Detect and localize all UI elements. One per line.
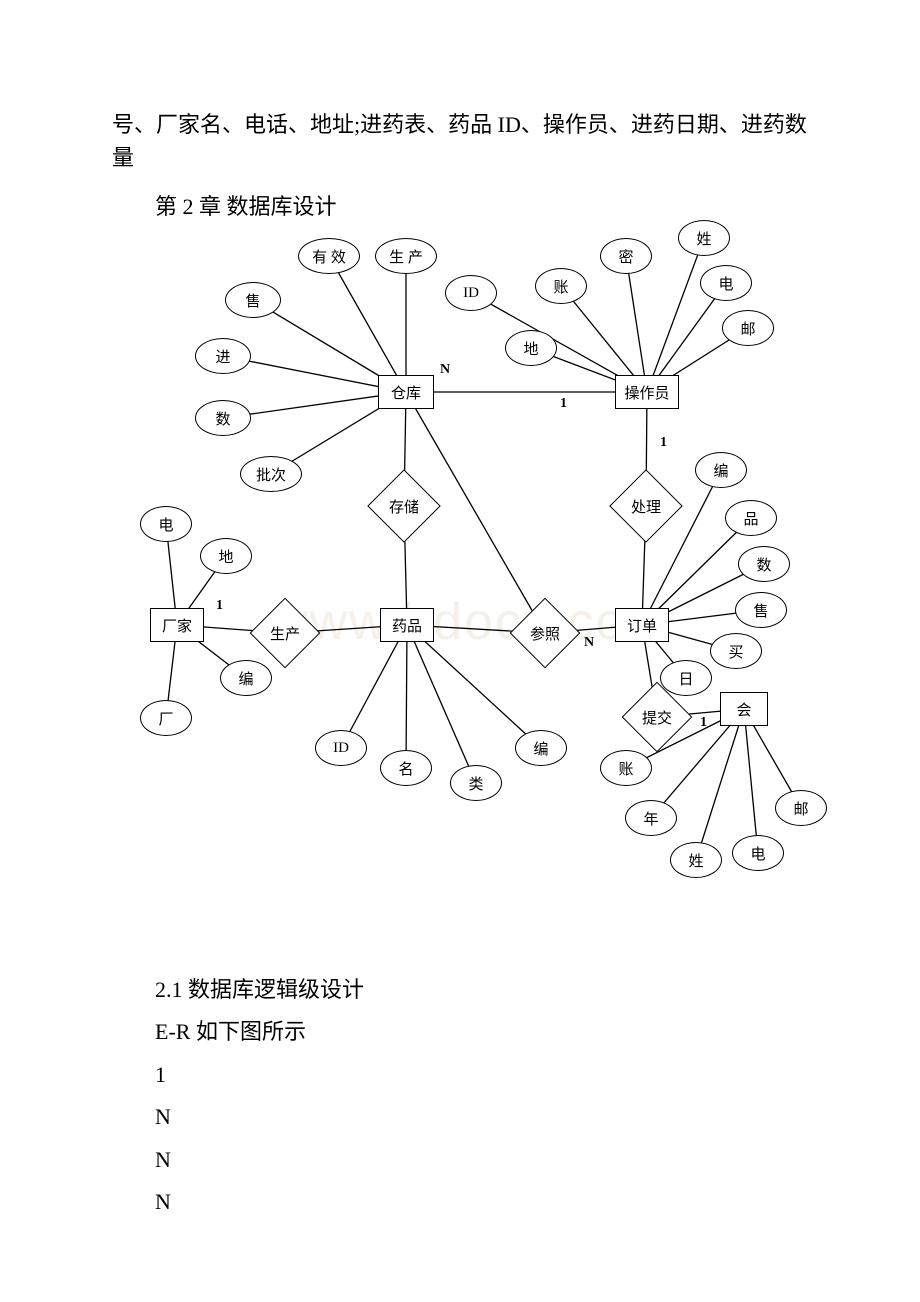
attribute-ellipse: 年 bbox=[625, 800, 677, 836]
attribute-ellipse: 地 bbox=[200, 538, 252, 574]
attribute-ellipse: 编 bbox=[515, 730, 567, 766]
cardinality-label: 1 bbox=[660, 435, 667, 451]
cardinality-label: 1 bbox=[216, 598, 223, 614]
relationship-diamond: 处理 bbox=[620, 480, 672, 532]
entity-rect: 订单 bbox=[615, 608, 669, 642]
attribute-ellipse: ID bbox=[445, 275, 497, 311]
attribute-ellipse: 名 bbox=[380, 750, 432, 786]
attribute-ellipse: 买 bbox=[710, 633, 762, 669]
relationship-diamond: 参照 bbox=[520, 608, 570, 658]
relationship-diamond: 提交 bbox=[632, 692, 682, 742]
cardinality-label: 1 bbox=[560, 396, 567, 412]
er-caption: E-R 如下图所示 bbox=[155, 1015, 306, 1048]
relationship-diamond: 存储 bbox=[378, 480, 430, 532]
attribute-ellipse: 邮 bbox=[775, 790, 827, 826]
attribute-ellipse: 邮 bbox=[722, 310, 774, 346]
attribute-ellipse: 厂 bbox=[140, 700, 192, 736]
attribute-ellipse: 账 bbox=[535, 268, 587, 304]
attribute-ellipse: 有 效 bbox=[298, 238, 360, 274]
attribute-ellipse: 类 bbox=[450, 765, 502, 801]
cardinality-label: N bbox=[440, 362, 450, 378]
attribute-ellipse: 电 bbox=[732, 835, 784, 871]
attribute-ellipse: 地 bbox=[505, 330, 557, 366]
attribute-ellipse: 日 bbox=[660, 660, 712, 696]
attribute-ellipse: 编 bbox=[695, 452, 747, 488]
attribute-ellipse: 电 bbox=[140, 506, 192, 542]
chapter-title: 第 2 章 数据库设计 bbox=[155, 190, 337, 223]
cardinality-label: 1 bbox=[700, 715, 707, 731]
cardinality-label: N bbox=[584, 635, 594, 651]
section-title: 2.1 数据库逻辑级设计 bbox=[155, 973, 364, 1006]
document-page: 号、厂家名、电话、地址;进药表、药品 ID、操作员、进药日期、进药数量 第 2 … bbox=[0, 0, 920, 1302]
list-line-2: N bbox=[155, 1100, 171, 1133]
list-line-1: 1 bbox=[155, 1058, 166, 1091]
relationship-diamond: 生产 bbox=[260, 608, 310, 658]
attribute-ellipse: 账 bbox=[600, 750, 652, 786]
attribute-ellipse: 姓 bbox=[670, 842, 722, 878]
attribute-ellipse: 数 bbox=[738, 546, 790, 582]
attribute-ellipse: 密 bbox=[600, 238, 652, 274]
attribute-ellipse: 编 bbox=[220, 660, 272, 696]
entity-rect: 会 bbox=[720, 692, 768, 726]
entity-rect: 操作员 bbox=[615, 375, 679, 409]
attribute-ellipse: 批次 bbox=[240, 456, 302, 492]
list-line-3: N bbox=[155, 1143, 171, 1176]
attribute-ellipse: 数 bbox=[195, 400, 251, 436]
entity-rect: 厂家 bbox=[150, 608, 204, 642]
attribute-ellipse: ID bbox=[315, 730, 367, 766]
list-line-4: N bbox=[155, 1185, 171, 1218]
attribute-ellipse: 电 bbox=[700, 265, 752, 301]
attribute-ellipse: 进 bbox=[195, 338, 251, 374]
intro-paragraph: 号、厂家名、电话、地址;进药表、药品 ID、操作员、进药日期、进药数量 bbox=[112, 108, 812, 174]
attribute-ellipse: 姓 bbox=[678, 220, 730, 256]
er-diagram-container: www.bdocx.com 有 效生 产售进数批次ID账密姓电邮地电地编厂ID名… bbox=[140, 220, 860, 920]
attribute-ellipse: 生 产 bbox=[375, 238, 437, 274]
attribute-ellipse: 售 bbox=[735, 592, 787, 628]
entity-rect: 仓库 bbox=[378, 375, 434, 409]
entity-rect: 药品 bbox=[380, 608, 434, 642]
attribute-ellipse: 品 bbox=[725, 500, 777, 536]
attribute-ellipse: 售 bbox=[225, 282, 281, 318]
